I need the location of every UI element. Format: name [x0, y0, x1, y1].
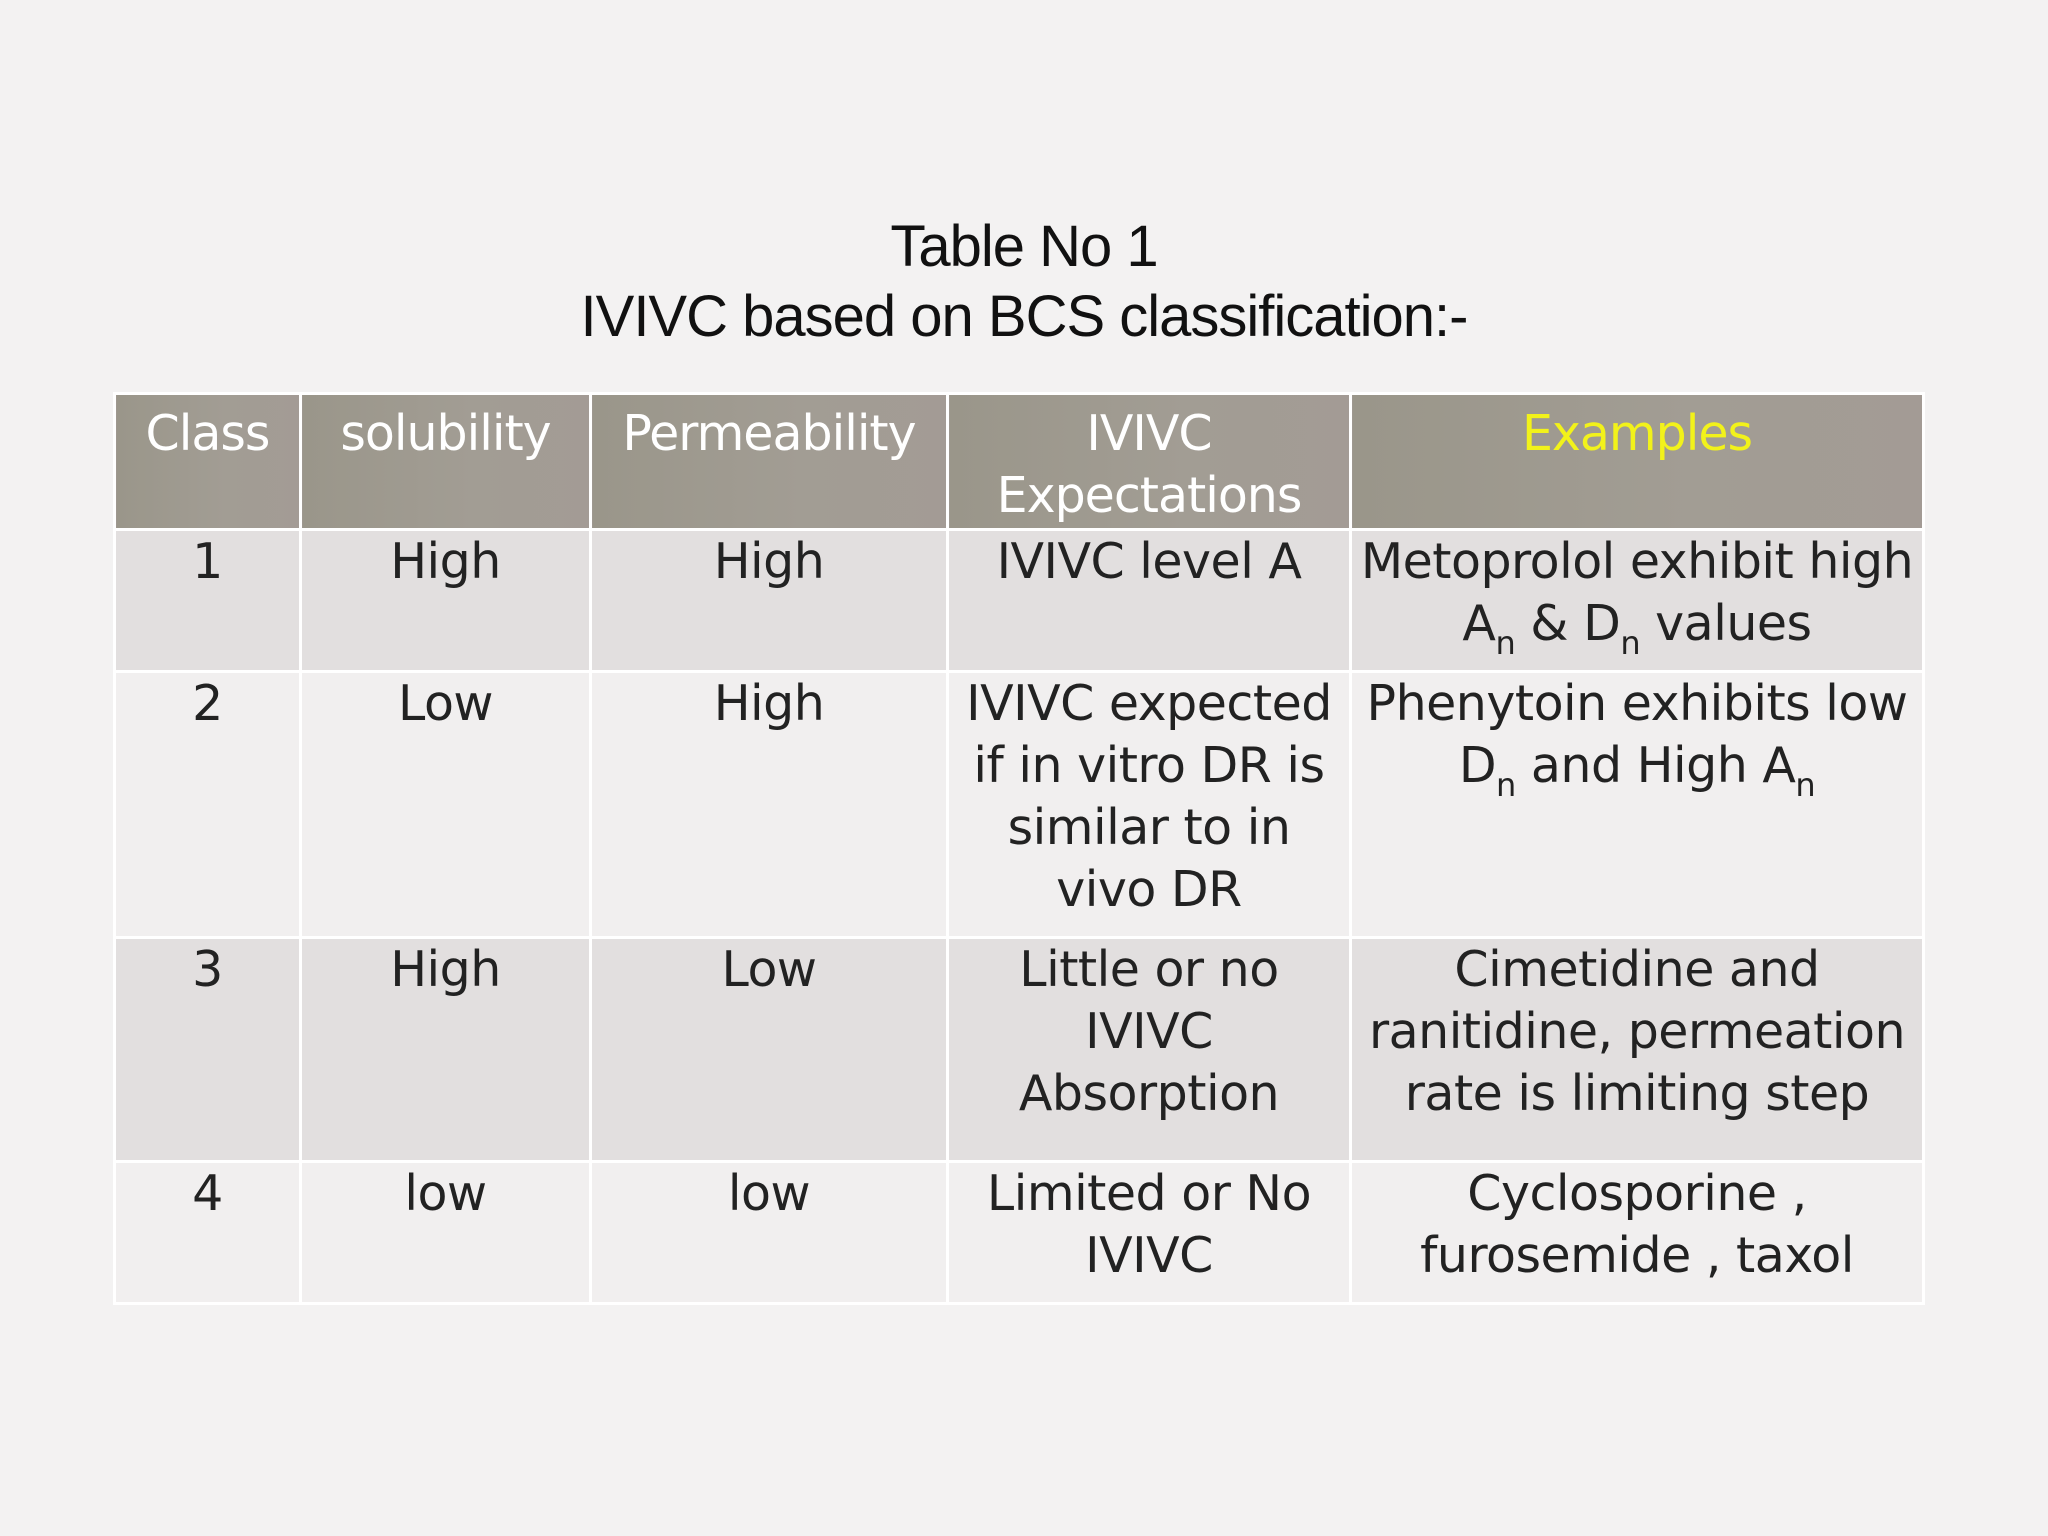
cell-permeability: High [589, 528, 949, 673]
cell-permeability: High [589, 670, 949, 939]
cell-permeability: low [589, 1160, 949, 1305]
cell-solubility: Low [299, 670, 592, 939]
example-text: Metoprolol exhibit high A [1360, 533, 1914, 652]
cell-example: Phenytoin exhibits low Dn and High An [1349, 670, 1925, 939]
cell-example: Cyclosporine , furosemide , taxol [1349, 1160, 1925, 1305]
cell-class: 4 [113, 1160, 302, 1305]
example-text: values [1640, 595, 1812, 652]
cell-example: Cimetidine and ranitidine, permeation ra… [1349, 936, 1925, 1163]
cell-solubility: High [299, 936, 592, 1163]
cell-ivivc: Limited or No IVIVC [946, 1160, 1352, 1305]
subscript-n: n [1620, 624, 1641, 662]
slide-title: Table No 1 IVIVC based on BCS classifica… [0, 212, 2048, 352]
cell-ivivc: IVIVC level A [946, 528, 1352, 673]
table-row: 3 High Low Little or no IVIVC Absorption… [113, 936, 1925, 1163]
cell-ivivc: Little or no IVIVC Absorption [946, 936, 1352, 1163]
cell-class: 3 [113, 936, 302, 1163]
title-line-2: IVIVC based on BCS classification:- [580, 284, 1469, 349]
bcs-ivivc-table: Class solubility Permeability IVIVC Expe… [113, 392, 1925, 1305]
example-text: Phenytoin exhibits low D [1366, 675, 1908, 794]
header-solubility: solubility [299, 392, 592, 531]
subscript-n: n [1795, 766, 1816, 804]
header-ivivc-expectations: IVIVC Expectations [946, 392, 1352, 531]
cell-example: Metoprolol exhibit high An & Dn values [1349, 528, 1925, 673]
table-header-row: Class solubility Permeability IVIVC Expe… [113, 392, 1925, 531]
cell-class: 2 [113, 670, 302, 939]
cell-solubility: low [299, 1160, 592, 1305]
header-examples: Examples [1349, 392, 1925, 531]
example-text: & D [1515, 595, 1621, 652]
header-permeability: Permeability [589, 392, 949, 531]
title-line-1: Table No 1 [890, 214, 1158, 279]
subscript-n: n [1495, 624, 1516, 662]
cell-solubility: High [299, 528, 592, 673]
cell-permeability: Low [589, 936, 949, 1163]
table-row: 1 High High IVIVC level A Metoprolol exh… [113, 528, 1925, 673]
example-text: and High A [1515, 737, 1796, 794]
header-class: Class [113, 392, 302, 531]
cell-ivivc: IVIVC expected if in vitro DR is similar… [946, 670, 1352, 939]
subscript-n: n [1496, 766, 1516, 804]
cell-class: 1 [113, 528, 302, 673]
table-row: 4 low low Limited or No IVIVC Cyclospori… [113, 1160, 1925, 1305]
table-row: 2 Low High IVIVC expected if in vitro DR… [113, 670, 1925, 939]
